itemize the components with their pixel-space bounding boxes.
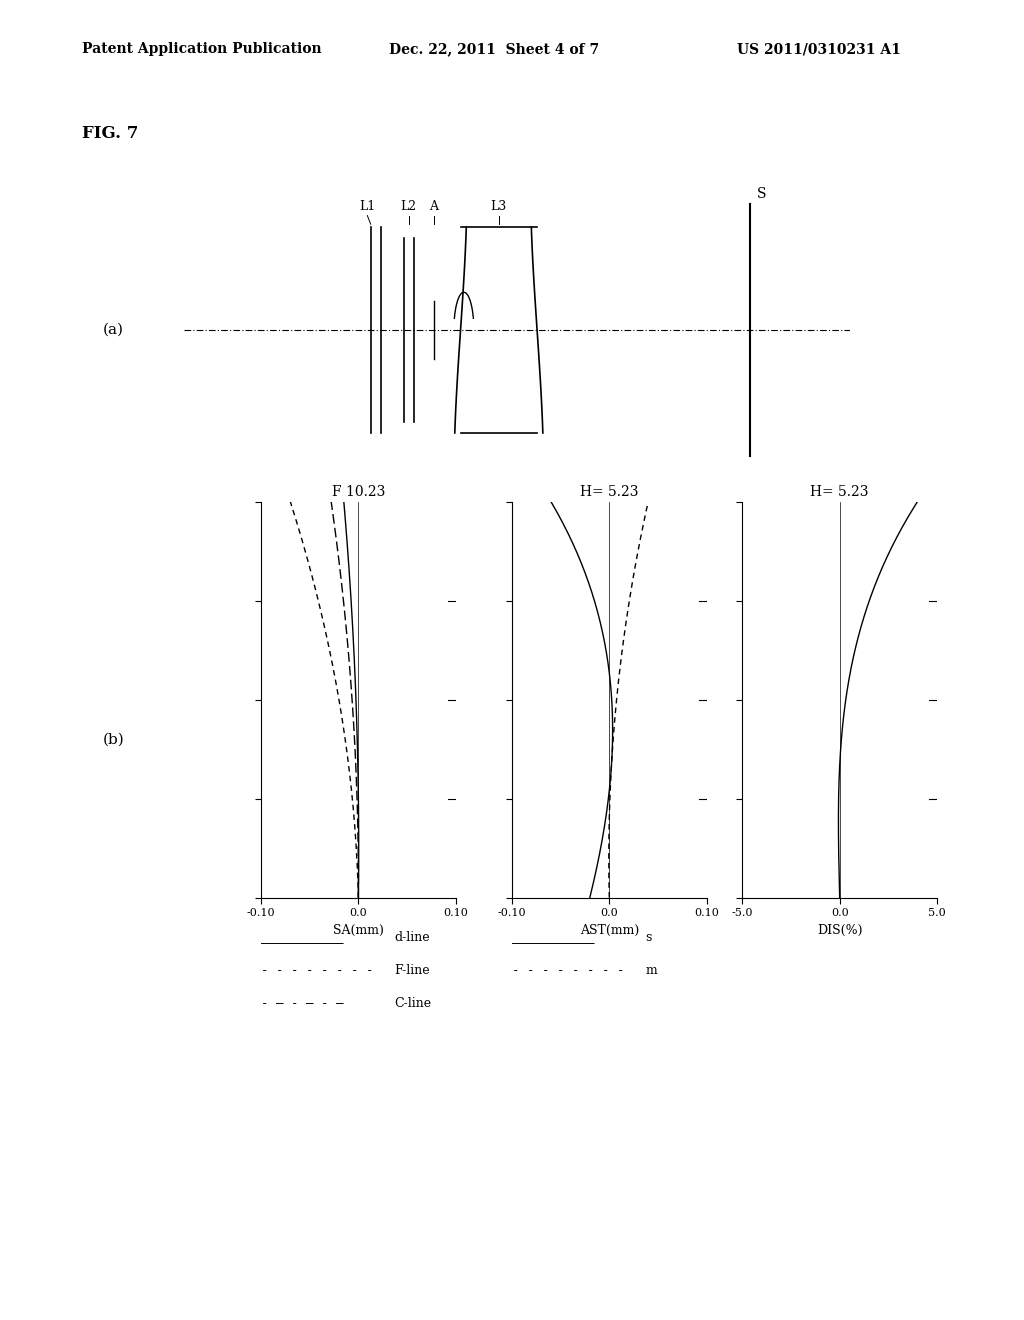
Title: F 10.23: F 10.23: [332, 484, 385, 499]
Text: (a): (a): [102, 323, 124, 337]
Text: - - - - - - - -: - - - - - - - -: [261, 964, 374, 977]
X-axis label: SA(mm): SA(mm): [333, 924, 384, 937]
Title: H= 5.23: H= 5.23: [810, 484, 869, 499]
Text: - - - - - - - -: - - - - - - - -: [512, 964, 625, 977]
Text: d-line: d-line: [394, 931, 430, 944]
Text: ___________: ___________: [512, 931, 595, 944]
Text: C-line: C-line: [394, 997, 431, 1010]
Text: L1: L1: [359, 199, 376, 213]
Text: m: m: [645, 964, 656, 977]
Text: Dec. 22, 2011  Sheet 4 of 7: Dec. 22, 2011 Sheet 4 of 7: [389, 42, 599, 57]
Text: s: s: [645, 931, 651, 944]
Text: S: S: [757, 187, 766, 202]
X-axis label: DIS(%): DIS(%): [817, 924, 862, 937]
Text: F-line: F-line: [394, 964, 430, 977]
Text: ___________: ___________: [261, 931, 344, 944]
Text: L2: L2: [400, 199, 417, 213]
Title: H= 5.23: H= 5.23: [580, 484, 639, 499]
X-axis label: AST(mm): AST(mm): [580, 924, 639, 937]
Text: (b): (b): [102, 733, 124, 746]
Text: - – - – - –: - – - – - –: [261, 997, 344, 1010]
Text: A: A: [429, 199, 438, 213]
Text: Patent Application Publication: Patent Application Publication: [82, 42, 322, 57]
Text: US 2011/0310231 A1: US 2011/0310231 A1: [737, 42, 901, 57]
Text: L3: L3: [490, 199, 507, 213]
Text: FIG. 7: FIG. 7: [82, 125, 138, 143]
